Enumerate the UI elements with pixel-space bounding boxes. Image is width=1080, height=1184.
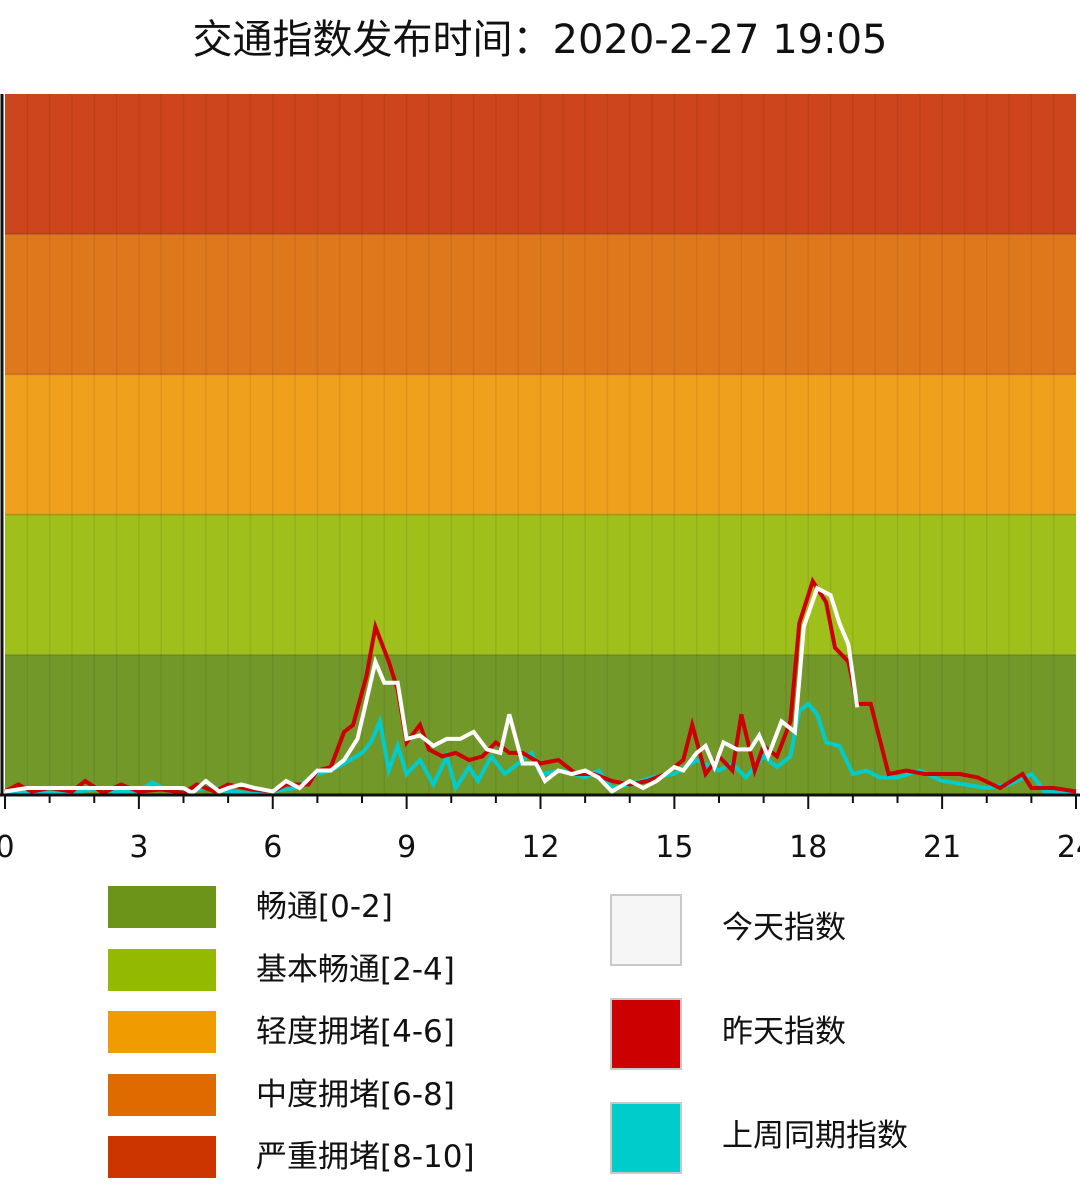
- legend-swatch: [108, 1073, 216, 1116]
- x-tick-label: 3: [129, 830, 148, 865]
- chart-plot: 0 3 6 9 12 15 18 21 24: [0, 94, 1080, 865]
- legend-label: 畅通[0-2]: [256, 889, 393, 925]
- x-tick-label: 21: [923, 830, 961, 865]
- legend-swatch: [108, 1136, 216, 1178]
- series-label: 昨天指数: [722, 1014, 846, 1050]
- series-swatch: [610, 1102, 682, 1174]
- chart-title: 交通指数发布时间：2020-2-27 19:05: [192, 17, 888, 63]
- band-4: [5, 94, 1076, 235]
- series-line-2: [4, 585, 860, 796]
- x-tick-label: 18: [789, 830, 827, 865]
- x-tick-label: 0: [0, 830, 15, 865]
- legend-label: 基本畅通[2-4]: [256, 951, 455, 988]
- legend-label: 严重拥堵[8-10]: [256, 1139, 475, 1175]
- band-1: [5, 514, 1076, 655]
- series-line-1: [4, 576, 1077, 796]
- band-2: [5, 374, 1076, 515]
- legend-swatch: [108, 886, 216, 928]
- legend-label: 轻度拥堵[4-6]: [256, 1014, 455, 1050]
- legend-swatch: [108, 1011, 216, 1053]
- band-3: [5, 234, 1076, 375]
- x-tick-label: 24: [1057, 830, 1080, 865]
- series-swatch: [610, 998, 682, 1070]
- x-tick-label: 6: [263, 830, 282, 865]
- x-tick-label: 15: [655, 830, 693, 865]
- legend-swatch: [108, 948, 216, 991]
- x-tick-label: 12: [521, 830, 559, 865]
- x-tick-label: 9: [397, 830, 416, 865]
- legend-label: 中度拥堵[6-8]: [256, 1076, 455, 1113]
- series-swatch: [610, 894, 682, 966]
- series-label: 今天指数: [722, 910, 846, 946]
- series-label: 上周同期指数: [722, 1118, 908, 1154]
